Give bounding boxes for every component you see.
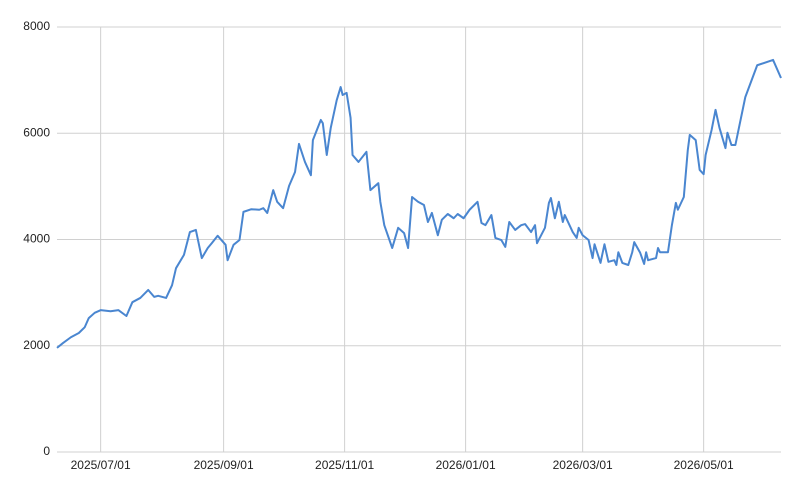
- y-tick-label: 0: [43, 444, 50, 458]
- y-tick-label: 2000: [23, 338, 50, 352]
- y-tick-label: 6000: [23, 125, 50, 139]
- x-tick-label: 2025/09/01: [194, 458, 254, 472]
- data-line: [56, 58, 782, 349]
- y-tick-label: 4000: [23, 232, 50, 246]
- x-tick-label: 2025/07/01: [71, 458, 131, 472]
- x-tick-label: 2025/11/01: [315, 458, 374, 472]
- x-tick-label: 2026/03/01: [553, 458, 613, 472]
- y-tick-label: 8000: [23, 19, 50, 33]
- x-tick-label: 2026/01/01: [436, 458, 496, 472]
- x-tick-label: 2026/05/01: [674, 458, 734, 472]
